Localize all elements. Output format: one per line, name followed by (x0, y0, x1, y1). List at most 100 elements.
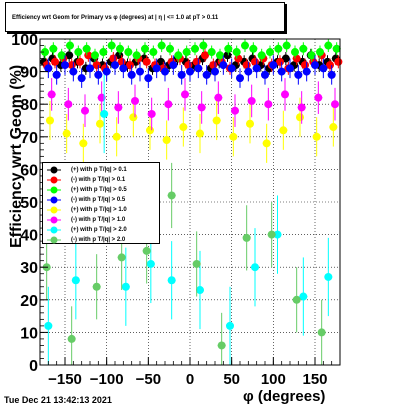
legend-label: (-) with p T/|q| > 0.1 (71, 177, 126, 183)
data-point (44, 321, 53, 330)
data-point (277, 67, 286, 76)
data-point (324, 41, 333, 50)
series-group (42, 162, 326, 365)
data-point (181, 90, 189, 99)
data-point (223, 51, 232, 60)
data-point (94, 70, 103, 79)
legend-marker (47, 216, 61, 224)
data-point (327, 70, 336, 79)
x-axis-label: φ (degrees) (243, 388, 325, 405)
data-point (71, 276, 80, 285)
y-tick-label: 0 (29, 358, 38, 375)
data-point (96, 119, 104, 128)
data-point (114, 103, 123, 112)
legend-label: (+) with p T/|q| > 2.0 (71, 227, 127, 233)
legend-marker (47, 206, 61, 214)
legend-marker (47, 236, 61, 244)
x-tick-label: 100 (261, 371, 286, 388)
data-point (41, 48, 49, 57)
data-point (82, 44, 91, 53)
data-point (62, 129, 71, 138)
legend-label: (+) with p T/|q| > 0.5 (71, 187, 127, 193)
data-point (112, 132, 121, 141)
data-point (52, 70, 61, 79)
data-point (194, 64, 203, 73)
data-point (314, 93, 323, 102)
y-tick-label: 60 (20, 162, 38, 179)
data-point (273, 230, 282, 239)
data-point (286, 64, 294, 73)
data-point (219, 61, 228, 70)
x-tick-label: −50 (136, 371, 161, 388)
data-point (169, 61, 178, 70)
y-axis-label: Efficiency wrt Geom (%) (8, 65, 25, 248)
data-point (316, 48, 324, 57)
data-point (127, 70, 136, 79)
legend-label: (-) with p T/|q| > 2.0 (71, 237, 126, 243)
data-point (142, 57, 151, 66)
data-point (202, 70, 211, 79)
data-point (69, 67, 78, 76)
y-tick-label: 10 (20, 325, 38, 342)
data-point (196, 129, 204, 138)
data-point (229, 132, 238, 141)
data-point (324, 272, 333, 281)
data-point (267, 230, 276, 239)
data-point (232, 48, 241, 57)
data-point (282, 41, 291, 50)
data-point (164, 100, 173, 109)
chart-title: Efficiency wrt Geom for Primary vs φ (de… (12, 15, 219, 21)
data-point (241, 41, 249, 50)
y-tick-label: 20 (20, 293, 38, 310)
data-point (292, 295, 301, 304)
data-point (142, 246, 151, 255)
data-point (49, 44, 58, 53)
legend-marker (47, 166, 61, 174)
data-point (297, 103, 306, 112)
data-point (319, 64, 328, 73)
data-point (65, 51, 74, 60)
data-point (317, 328, 326, 337)
data-point (74, 48, 83, 57)
data-point (291, 48, 299, 57)
data-point (179, 123, 188, 132)
x-tick-label: −150 (48, 371, 82, 388)
data-point (81, 106, 89, 115)
title-box: Efficiency wrt Geom for Primary vs φ (de… (5, 2, 285, 32)
data-point (262, 139, 271, 148)
data-point (162, 136, 171, 145)
data-point (91, 51, 99, 60)
data-point (152, 64, 161, 73)
data-point (167, 276, 176, 285)
data-point (77, 74, 86, 83)
data-point (64, 100, 73, 109)
data-point (212, 116, 221, 125)
data-point (102, 67, 111, 76)
data-point (141, 44, 149, 53)
data-point (281, 54, 290, 63)
data-point (207, 48, 216, 57)
data-point (116, 44, 124, 53)
legend-label: (-) with p T/|q| > 1.0 (71, 217, 126, 223)
data-point (231, 106, 239, 115)
data-point (269, 61, 278, 70)
x-tick-label: −100 (90, 371, 124, 388)
data-point (257, 51, 266, 60)
data-point (196, 286, 204, 295)
data-point (46, 116, 54, 125)
legend-entry: (+) with p T/|q| > 2.0 (43, 225, 159, 235)
data-point (124, 48, 133, 57)
data-point (216, 51, 224, 60)
series-group (44, 55, 336, 88)
legend-entry: (+) with p T/|q| > 0.1 (43, 165, 159, 175)
data-point (199, 41, 208, 50)
data-point (311, 61, 319, 70)
data-point (147, 109, 156, 118)
data-point (251, 263, 259, 272)
tick-layer: −150 −100 −50 0 50 100 150 0 10 20 30 40 50 60 70 80 90 1… (11, 32, 341, 388)
data-layer (40, 39, 343, 365)
data-point (174, 51, 183, 60)
data-point (334, 57, 343, 66)
data-point (191, 44, 199, 53)
